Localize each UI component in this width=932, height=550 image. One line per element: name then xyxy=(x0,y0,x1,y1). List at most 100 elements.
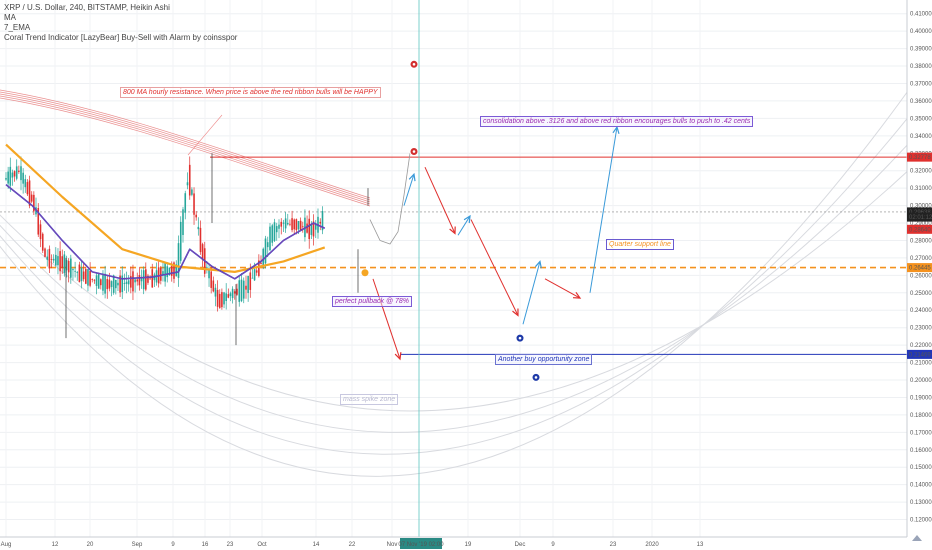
candle-body xyxy=(262,248,265,266)
candle-body xyxy=(210,271,212,288)
forecast-arrow-6-head xyxy=(572,291,582,299)
candle-body xyxy=(140,278,143,282)
price-label-5: 0.21469 xyxy=(909,352,931,358)
candle-body xyxy=(52,258,55,261)
candle-body xyxy=(89,270,91,286)
forecast-arrow-1-head xyxy=(408,172,416,182)
candle-body xyxy=(108,279,111,289)
price-tick-20: 0.32000 xyxy=(910,169,932,175)
legend-symbol[interactable]: XRP / U.S. Dollar, 240, BITSTAMP, Heikin… xyxy=(4,3,170,12)
candle-body xyxy=(321,210,324,231)
forecast-arrow-2-head xyxy=(449,226,456,235)
ma-ribbon-1 xyxy=(0,91,371,201)
candle-body xyxy=(170,266,173,276)
candle-body xyxy=(136,279,139,282)
time-tick-4: 9 xyxy=(171,542,175,548)
candle-body xyxy=(253,269,256,281)
forecast-arrow-3 xyxy=(457,215,471,236)
candle-body xyxy=(312,221,315,237)
candle-body xyxy=(33,194,35,212)
candle-body xyxy=(184,193,187,213)
candle-body xyxy=(162,271,164,276)
candle-body xyxy=(7,171,9,184)
candle-body xyxy=(227,294,230,298)
time-tick-12: Dec xyxy=(515,542,526,548)
candle-body xyxy=(50,259,53,260)
price-tick-26: 0.38000 xyxy=(910,64,932,70)
candle-body xyxy=(188,164,191,196)
candle-body xyxy=(55,254,57,266)
candle-body xyxy=(319,221,322,224)
candle-body xyxy=(301,226,304,228)
candle-body xyxy=(13,171,16,177)
candle-body xyxy=(206,266,208,268)
candle-body xyxy=(166,266,169,278)
candle-body xyxy=(260,262,262,265)
candle-body xyxy=(102,275,104,291)
note-pointer xyxy=(187,114,223,156)
candle-body xyxy=(104,273,106,294)
price-tick-0: 0.12000 xyxy=(910,518,932,524)
price-tick-5: 0.17000 xyxy=(910,430,932,436)
ma-ribbon-2 xyxy=(0,93,371,203)
time-tick-15: 2020 xyxy=(645,542,659,548)
time-tick-16: 13 xyxy=(697,542,704,548)
candle-body xyxy=(121,275,124,293)
fib-arc-0 xyxy=(0,149,931,412)
price-tick-23: 0.35000 xyxy=(910,116,932,122)
candle-body xyxy=(218,293,221,308)
candle-body xyxy=(26,182,29,195)
price-tick-1: 0.13000 xyxy=(910,500,932,506)
time-tick-11: 19 xyxy=(465,542,472,548)
note-buy-zone[interactable]: Another buy opportunity zone xyxy=(495,354,593,365)
candle-body xyxy=(240,279,243,302)
candle-body xyxy=(216,289,219,307)
candle-body xyxy=(160,267,162,281)
candle-body xyxy=(208,268,210,279)
candle-body xyxy=(41,233,44,251)
candle-body xyxy=(173,262,175,279)
candle-body xyxy=(182,209,184,235)
legend-indicator-coral[interactable]: Coral Trend Indicator [LazyBear] Buy-Sel… xyxy=(4,33,238,42)
price-tick-25: 0.37000 xyxy=(910,81,932,87)
candle-body xyxy=(278,224,280,229)
candle-body xyxy=(293,219,296,230)
time-tick-5: 16 xyxy=(202,542,209,548)
candle-body xyxy=(242,280,245,299)
candle-body xyxy=(70,258,72,278)
candle-body xyxy=(72,269,74,271)
candle-body xyxy=(266,242,269,248)
legend-indicator-ma[interactable]: MA xyxy=(4,13,16,22)
candle-body xyxy=(20,166,22,181)
candle-body xyxy=(44,248,46,257)
crosshair-time-bg xyxy=(400,538,442,549)
forecast-arrow-0-head xyxy=(394,352,402,361)
candle-body xyxy=(212,280,215,292)
ma-ribbon-4 xyxy=(0,97,371,207)
forecast-arrow-7-head xyxy=(612,125,620,134)
candle-body xyxy=(110,281,113,288)
candle-body xyxy=(231,288,234,299)
candle-body xyxy=(5,177,7,180)
candle-body xyxy=(134,279,136,283)
chart-legend: XRP / U.S. Dollar, 240, BITSTAMP, Heikin… xyxy=(4,3,237,43)
candle-body xyxy=(223,292,225,305)
candle-body xyxy=(18,170,20,172)
candle-body xyxy=(251,277,254,279)
candle-body xyxy=(30,194,33,202)
forecast-arrow-4 xyxy=(470,219,519,316)
note-consolidation[interactable]: consolidation above .3126 and above red … xyxy=(480,116,754,127)
note-quarter-support[interactable]: Quarter support line xyxy=(606,239,674,250)
note-perfect-pullback[interactable]: perfect pullback @ 78% xyxy=(332,296,413,307)
candle-body xyxy=(106,279,109,290)
forecast-arrow-4-head xyxy=(512,308,519,317)
candle-body xyxy=(164,263,166,282)
candle-body xyxy=(115,279,117,289)
price-tick-27: 0.39000 xyxy=(910,47,932,53)
note-ma-resistance[interactable]: 800 MA hourly resistance. When price is … xyxy=(120,87,381,98)
price-tick-28: 0.40000 xyxy=(910,29,932,35)
candle-body xyxy=(168,267,171,276)
candle-body xyxy=(284,218,287,229)
legend-indicator-ema[interactable]: 7_EMA xyxy=(4,23,31,32)
